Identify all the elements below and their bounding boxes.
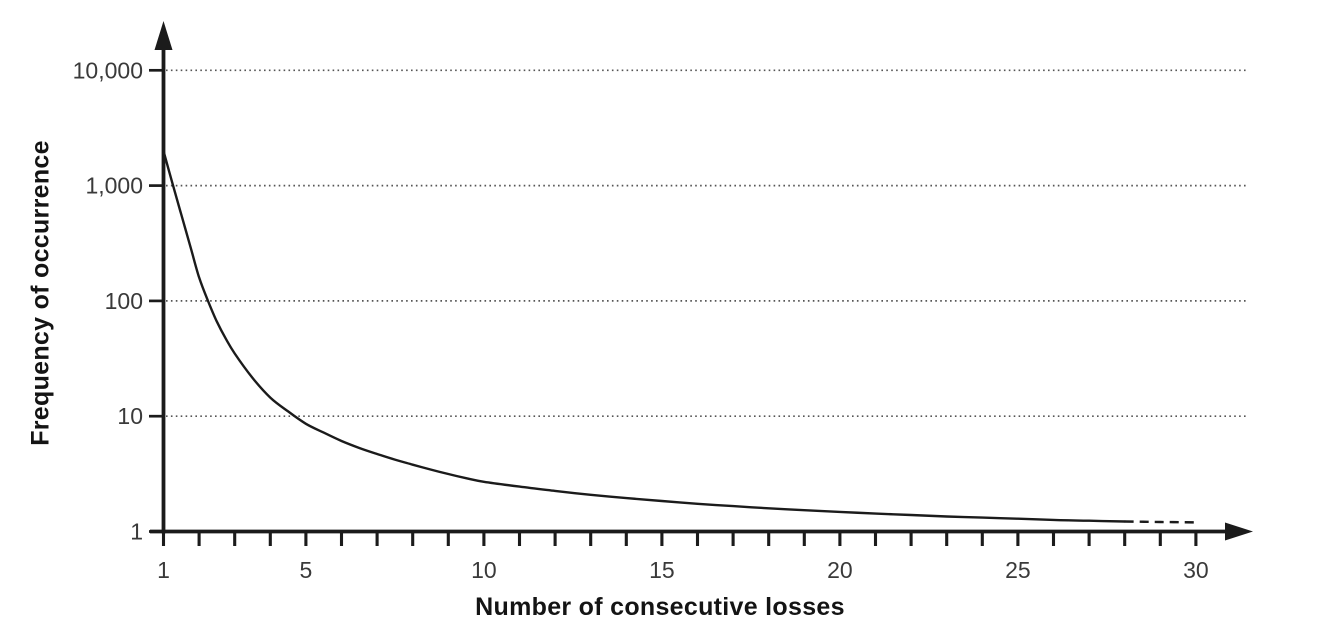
x-tick-label: 15 — [649, 557, 675, 583]
y-tick-label: 1,000 — [85, 173, 143, 199]
y-tick-label: 100 — [105, 288, 143, 314]
x-tick-label: 5 — [300, 557, 313, 583]
y-tick-label: 10,000 — [73, 57, 143, 83]
x-axis-title: Number of consecutive losses — [475, 593, 845, 621]
y-tick-label: 1 — [130, 519, 143, 545]
x-tick-label: 1 — [157, 557, 170, 583]
x-tick-label: 10 — [471, 557, 497, 583]
x-tick-label: 30 — [1183, 557, 1209, 583]
frequency-curve — [162, 149, 1126, 523]
frequency-curve-dashed-tail — [1124, 520, 1196, 524]
y-axis-title: Frequency of occurrence — [26, 140, 55, 446]
y-tick-label: 10 — [117, 403, 143, 429]
x-tick-label: 20 — [827, 557, 853, 583]
y-axis-arrowhead — [154, 21, 173, 50]
x-tick-label: 25 — [1005, 557, 1031, 583]
x-axis-arrowhead — [1225, 522, 1253, 541]
